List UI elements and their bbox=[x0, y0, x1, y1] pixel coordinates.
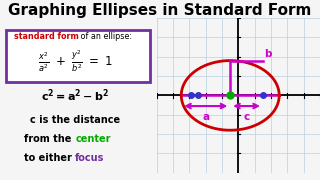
Text: c: c bbox=[244, 112, 250, 122]
Text: a: a bbox=[202, 112, 209, 122]
FancyBboxPatch shape bbox=[6, 30, 150, 82]
Text: center: center bbox=[75, 134, 111, 144]
Text: to either: to either bbox=[24, 153, 75, 163]
Text: Graphing Ellipses in Standard Form: Graphing Ellipses in Standard Form bbox=[8, 3, 312, 18]
Text: $\mathbf{c^2 = a^2 - b^2}$: $\mathbf{c^2 = a^2 - b^2}$ bbox=[41, 88, 109, 104]
Text: of an ellipse:: of an ellipse: bbox=[78, 32, 132, 41]
Text: b: b bbox=[265, 49, 272, 59]
Text: $\frac{x^2}{a^2}\ +\ \frac{y^2}{b^2}\ =\ 1$: $\frac{x^2}{a^2}\ +\ \frac{y^2}{b^2}\ =\… bbox=[38, 48, 113, 74]
Text: standard form: standard form bbox=[14, 32, 79, 41]
Text: c is the distance: c is the distance bbox=[30, 115, 120, 125]
Text: focus: focus bbox=[75, 153, 105, 163]
Text: from the: from the bbox=[24, 134, 75, 144]
